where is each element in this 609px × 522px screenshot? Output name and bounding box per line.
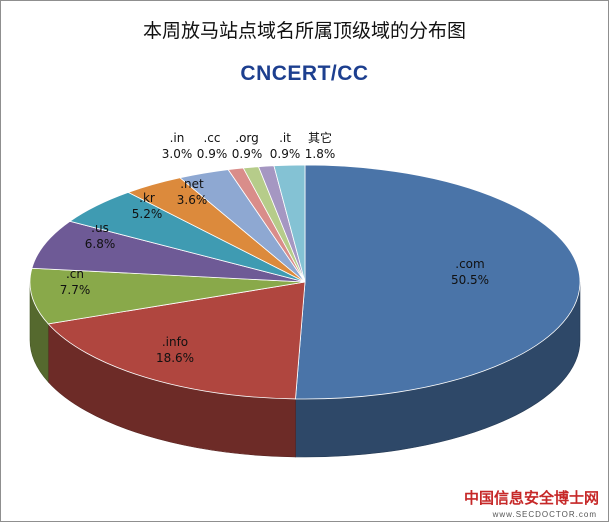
cncert-logo: CNCERT/CC xyxy=(240,62,369,85)
slice-value-10: 1.8% xyxy=(305,147,336,161)
slice-value-8: 0.9% xyxy=(232,147,263,161)
slice-value-2: 7.7% xyxy=(60,283,91,297)
slice-label-6: .in xyxy=(170,131,185,145)
slice-value-4: 5.2% xyxy=(132,207,163,221)
slice-label-1: .info xyxy=(162,335,188,349)
slice-label-3: .us xyxy=(91,221,109,235)
slice-label-2: .cn xyxy=(66,267,84,281)
slice-value-9: 0.9% xyxy=(270,147,301,161)
slice-label-7: .cc xyxy=(203,131,220,145)
slice-value-5: 3.6% xyxy=(177,193,208,207)
chart-title: 本周放马站点域名所属顶级域的分布图 xyxy=(142,20,466,42)
pie-top-faces xyxy=(29,164,581,400)
pie-labels: .com 50.5% .info 18.6% .cn 7.7% .us 6.8% .kr 5.2%… xyxy=(60,130,489,365)
watermark-url: www.SECDOCTOR.com xyxy=(492,510,597,519)
slice-label-8: .org xyxy=(235,131,259,145)
slice-value-0: 50.5% xyxy=(451,273,489,287)
slice-value-7: 0.9% xyxy=(197,147,228,161)
slice-label-10: 其它 xyxy=(308,130,332,145)
watermark-logo: 中国信息安全博士网 xyxy=(463,489,599,507)
slice-value-1: 18.6% xyxy=(156,351,194,365)
slice-value-3: 6.8% xyxy=(85,237,116,251)
slice-label-9: .it xyxy=(279,131,291,145)
pie-slice-0 xyxy=(295,164,581,400)
slice-value-6: 3.0% xyxy=(162,147,193,161)
pie-slice-2 xyxy=(29,267,306,325)
slice-label-5: .net xyxy=(180,177,204,191)
slice-label-4: .kr xyxy=(139,191,155,205)
pie-slice-3 xyxy=(31,220,306,283)
pie-slice-1 xyxy=(47,281,306,400)
pie-slice-10 xyxy=(273,164,306,283)
slice-label-0: .com xyxy=(455,257,484,271)
